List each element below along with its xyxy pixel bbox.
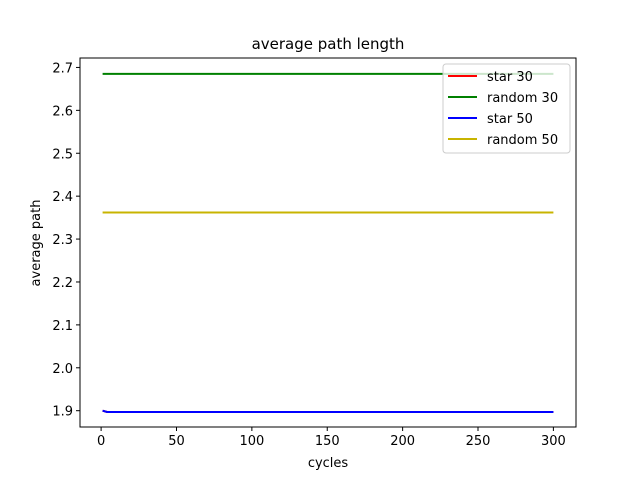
y-tick-label: 2.2 — [52, 276, 73, 291]
y-tick-label: 2.0 — [52, 362, 73, 377]
x-tick-label: 250 — [466, 434, 491, 449]
legend-label-3: random 50 — [487, 133, 558, 148]
y-tick-label: 2.7 — [52, 61, 73, 76]
y-axis-label: average path — [29, 200, 44, 287]
y-tick-label: 2.3 — [52, 233, 73, 248]
y-tick-label: 1.9 — [52, 405, 73, 420]
x-tick-label: 200 — [390, 434, 415, 449]
legend-label-2: star 50 — [487, 112, 533, 127]
x-tick-label: 150 — [315, 434, 340, 449]
plot-area — [79, 57, 577, 428]
chart-title: average path length — [252, 35, 405, 53]
x-tick-label: 300 — [541, 434, 566, 449]
plot-frame — [79, 57, 577, 428]
y-axis: 1.9 2.0 2.1 2.2 2.3 2.4 2.5 2.6 2.7 — [52, 61, 80, 420]
y-tick-label: 2.5 — [52, 147, 73, 162]
legend-label-1: random 30 — [487, 91, 558, 106]
x-tick-label: 0 — [97, 434, 105, 449]
legend-label-0: star 30 — [487, 70, 533, 85]
legend-box — [442, 63, 571, 154]
y-tick-label: 2.4 — [52, 190, 73, 205]
y-tick-label: 2.1 — [52, 319, 73, 334]
x-axis-label: cycles — [308, 456, 349, 471]
x-axis: 0 50 100 150 200 250 300 — [97, 427, 566, 449]
series-line-2 — [102, 409, 554, 413]
y-tick-label: 2.6 — [52, 104, 73, 119]
x-tick-label: 100 — [239, 434, 264, 449]
x-tick-label: 50 — [168, 434, 185, 449]
legend: star 30 random 30 star 50 random 50 — [442, 63, 571, 154]
